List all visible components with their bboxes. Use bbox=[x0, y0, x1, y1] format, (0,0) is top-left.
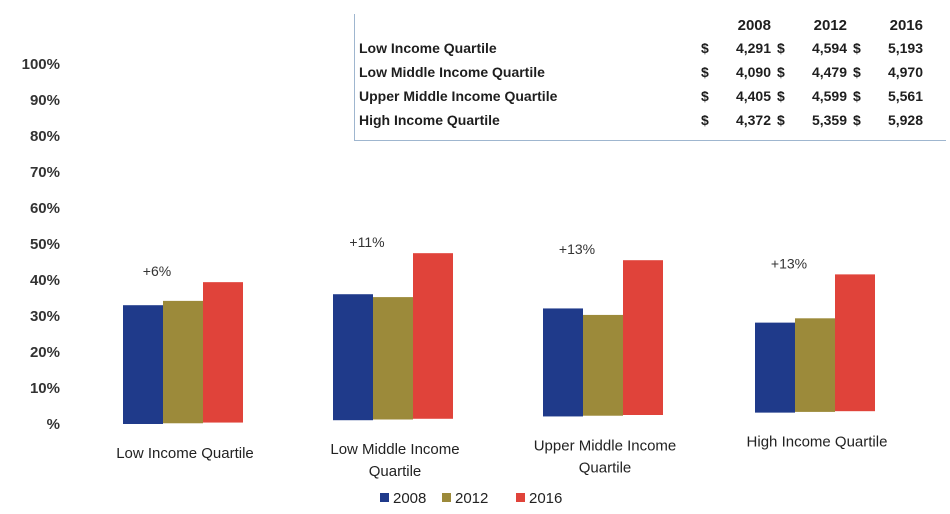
bar-2016-2 bbox=[623, 260, 663, 415]
category-label: Low Middle Income bbox=[330, 441, 459, 458]
table-cell: 4,594 bbox=[811, 40, 847, 56]
bar-2008-1 bbox=[333, 294, 373, 421]
category-label: Quartile bbox=[369, 463, 422, 480]
currency-symbol: $ bbox=[777, 112, 785, 128]
y-tick-label: 100% bbox=[22, 56, 60, 73]
currency-symbol: $ bbox=[701, 64, 709, 80]
y-tick-label: 80% bbox=[30, 128, 60, 145]
currency-symbol: $ bbox=[701, 112, 709, 128]
currency-symbol: $ bbox=[777, 64, 785, 80]
bar-2016-1 bbox=[413, 253, 453, 419]
column-header: 2008 bbox=[737, 16, 771, 34]
y-tick-label: 30% bbox=[30, 308, 60, 325]
legend-swatch-2012 bbox=[442, 493, 451, 502]
y-tick-label: 60% bbox=[30, 200, 60, 217]
column-header: 2016 bbox=[889, 16, 923, 34]
table-cell: 4,970 bbox=[887, 64, 923, 80]
row-label: Low Income Quartile bbox=[359, 40, 497, 56]
legend-label-2012: 2012 bbox=[455, 490, 488, 507]
table-row: Low Middle Income Quartile $ 4,090 $ 4,4… bbox=[359, 60, 925, 84]
table-cell: 5,928 bbox=[887, 112, 923, 128]
bar-2008-0 bbox=[123, 305, 163, 424]
y-tick-label: 70% bbox=[30, 164, 60, 181]
legend-swatch-2016 bbox=[516, 493, 525, 502]
bar-2012-1 bbox=[373, 297, 413, 420]
bar-2012-2 bbox=[583, 314, 623, 416]
legend-swatch-2008 bbox=[380, 493, 389, 502]
table-row: Upper Middle Income Quartile $ 4,405 $ 4… bbox=[359, 84, 925, 108]
y-tick-label: 10% bbox=[30, 380, 60, 397]
bar-2008-2 bbox=[543, 308, 583, 417]
table-cell: 5,561 bbox=[887, 88, 923, 104]
bar-2012-3 bbox=[795, 318, 835, 412]
category-label: Upper Middle Income bbox=[534, 437, 677, 454]
currency-symbol: $ bbox=[853, 112, 861, 128]
change-annotation: +6% bbox=[143, 263, 171, 279]
y-tick-label: 20% bbox=[30, 344, 60, 361]
legend-label-2016: 2016 bbox=[529, 490, 562, 507]
table-row: High Income Quartile $ 4,372 $ 5,359 $ 5… bbox=[359, 108, 925, 132]
category-label: Quartile bbox=[579, 459, 632, 476]
column-header: 2012 bbox=[813, 16, 847, 34]
table-cell: 4,372 bbox=[735, 112, 771, 128]
table-header-row: 2008 2012 2016 bbox=[359, 14, 925, 36]
spending-table: 2008 2012 2016 Low Income Quartile $ 4,2… bbox=[354, 14, 946, 141]
table-corner bbox=[359, 14, 697, 36]
table-cell: 5,193 bbox=[887, 40, 923, 56]
table-cell: 4,599 bbox=[811, 88, 847, 104]
currency-symbol: $ bbox=[701, 88, 709, 104]
y-tick-label: 90% bbox=[30, 92, 60, 109]
table-cell: 4,291 bbox=[735, 40, 771, 56]
row-label: Low Middle Income Quartile bbox=[359, 64, 545, 80]
row-label: High Income Quartile bbox=[359, 112, 500, 128]
table-cell: 4,479 bbox=[811, 64, 847, 80]
bar-2016-0 bbox=[203, 282, 243, 423]
table-cell: 4,405 bbox=[735, 88, 771, 104]
y-tick-label: 50% bbox=[30, 236, 60, 253]
category-label: High Income Quartile bbox=[747, 434, 888, 451]
currency-symbol: $ bbox=[853, 40, 861, 56]
currency-symbol: $ bbox=[777, 40, 785, 56]
table-cell: 4,090 bbox=[735, 64, 771, 80]
y-tick-label: % bbox=[47, 416, 60, 433]
y-tick-label: 40% bbox=[30, 272, 60, 289]
bar-2008-3 bbox=[755, 322, 795, 413]
table-row: Low Income Quartile $ 4,291 $ 4,594 $ 5,… bbox=[359, 36, 925, 60]
currency-symbol: $ bbox=[777, 88, 785, 104]
change-annotation: +13% bbox=[559, 241, 595, 257]
legend-label-2008: 2008 bbox=[393, 490, 426, 507]
category-label: Low Income Quartile bbox=[116, 445, 254, 462]
currency-symbol: $ bbox=[853, 64, 861, 80]
bar-2012-0 bbox=[163, 300, 203, 424]
bar-2016-3 bbox=[835, 274, 875, 412]
change-annotation: +11% bbox=[349, 234, 384, 250]
change-annotation: +13% bbox=[771, 255, 807, 271]
currency-symbol: $ bbox=[853, 88, 861, 104]
row-label: Upper Middle Income Quartile bbox=[359, 88, 558, 104]
currency-symbol: $ bbox=[701, 40, 709, 56]
table-cell: 5,359 bbox=[811, 112, 847, 128]
